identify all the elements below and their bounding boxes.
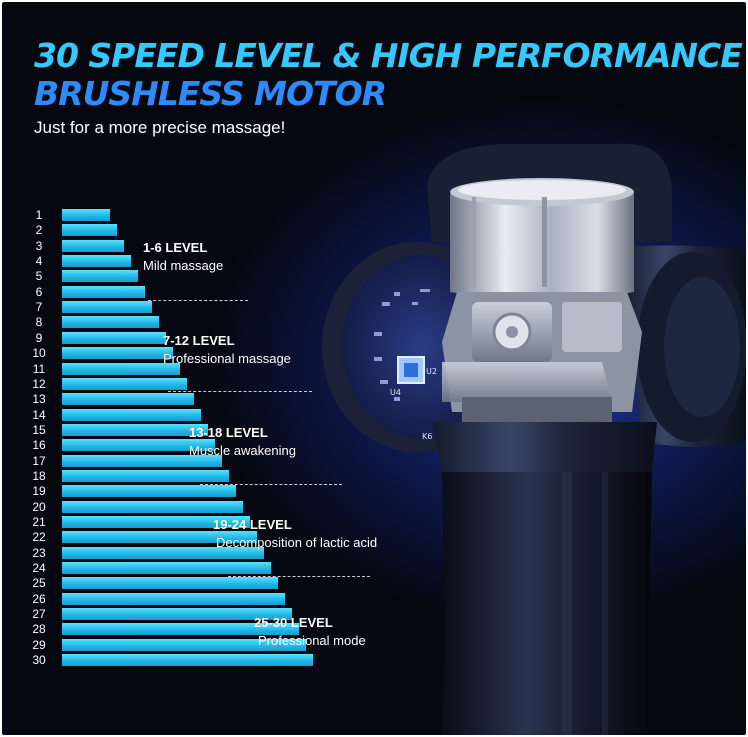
headline-line-1: 30 SPEED LEVEL & HIGH PERFORMANCE <box>34 36 743 75</box>
speed-level-number: 12 <box>32 376 46 391</box>
speed-level-number: 21 <box>32 515 46 529</box>
speed-level-bar <box>62 331 166 344</box>
level-divider <box>200 484 342 485</box>
speed-level-number: 30 <box>32 653 46 668</box>
speed-level-number: 6 <box>35 284 43 299</box>
speed-level-number: 13 <box>32 392 46 407</box>
level-group-4-range: 19-24 LEVEL <box>213 517 292 532</box>
level-group-5-range: 25-30 LEVEL <box>254 615 333 630</box>
speed-level-number: 16 <box>32 438 46 453</box>
speed-level-bar <box>62 608 292 621</box>
speed-level-bar <box>62 408 201 421</box>
level-group-4-description: Decomposition of lactic acid <box>216 535 378 550</box>
speed-level-bar <box>62 562 271 575</box>
speed-level-bar <box>62 454 222 467</box>
speed-level-bar <box>62 393 194 406</box>
speed-level-bar <box>62 423 208 436</box>
speed-level-bar <box>62 592 285 605</box>
speed-level-bar <box>62 224 117 237</box>
speed-level-bar <box>62 362 180 375</box>
level-group-3-range: 13-18 LEVEL <box>189 425 268 440</box>
level-group-5-description: Professional mode <box>258 633 366 648</box>
speed-level-number: 17 <box>32 453 46 468</box>
speed-level-bar <box>62 377 187 390</box>
board-label-u4: U4 <box>390 388 401 397</box>
speed-level-bar <box>62 500 243 513</box>
headline-subtitle: Just for a more precise massage! <box>34 118 286 137</box>
speed-level-number: 1 <box>35 208 43 222</box>
speed-level-number: 25 <box>32 576 46 591</box>
level-group-2-range: 7-12 LEVEL <box>163 333 235 348</box>
speed-level-bar <box>62 439 215 452</box>
speed-level-bar <box>62 654 313 667</box>
speed-level-number: 10 <box>32 346 46 361</box>
level-group-2-description: Professional massage <box>163 351 291 366</box>
speed-level-number: 24 <box>32 561 46 576</box>
speed-level-number: 27 <box>32 607 46 622</box>
speed-level-bar <box>62 531 257 544</box>
level-group-1-range: 1-6 LEVEL <box>143 240 208 255</box>
speed-level-number: 2 <box>35 223 43 238</box>
speed-level-bar <box>62 577 278 590</box>
speed-level-number: 3 <box>35 238 43 253</box>
speed-level-number: 22 <box>32 530 46 545</box>
speed-level-bar <box>62 485 236 498</box>
board-label-k6: K6 <box>422 432 432 441</box>
speed-level-bar <box>62 270 138 283</box>
speed-level-bar <box>62 516 250 528</box>
level-group-3-description: Muscle awakening <box>189 443 296 458</box>
speed-level-bar <box>62 623 299 636</box>
speed-level-number: 28 <box>32 622 46 637</box>
speed-level-number: 19 <box>32 484 46 499</box>
speed-level-bar <box>62 347 173 360</box>
level-divider <box>168 391 312 392</box>
headline-line-2: BRUSHLESS MOTOR <box>34 74 387 113</box>
speed-level-bar <box>62 316 159 329</box>
speed-level-number: 7 <box>35 300 43 315</box>
speed-level-number: 20 <box>32 499 46 514</box>
speed-level-bar <box>62 255 131 268</box>
speed-level-number: 8 <box>35 315 43 330</box>
speed-level-number: 5 <box>35 269 43 284</box>
speed-level-bar <box>62 301 152 314</box>
speed-level-number: 9 <box>35 330 43 345</box>
level-divider <box>148 300 248 301</box>
speed-level-number: 11 <box>32 361 46 376</box>
speed-level-bar <box>62 546 264 559</box>
speed-level-number: 15 <box>32 422 46 437</box>
speed-level-number: 23 <box>32 545 46 560</box>
speed-level-number: 29 <box>32 637 46 652</box>
speed-level-bar <box>62 469 229 482</box>
speed-level-bar <box>62 285 145 298</box>
speed-level-bar <box>62 239 124 252</box>
speed-level-number: 26 <box>32 591 46 606</box>
board-label-u2: U2 <box>426 367 437 376</box>
speed-level-number: 18 <box>32 468 46 483</box>
speed-level-bar <box>62 209 110 221</box>
speed-level-number: 14 <box>32 407 46 422</box>
speed-level-bar <box>62 638 306 651</box>
level-group-1-description: Mild massage <box>143 258 224 273</box>
speed-level-number: 4 <box>35 254 43 269</box>
level-divider <box>228 576 370 577</box>
